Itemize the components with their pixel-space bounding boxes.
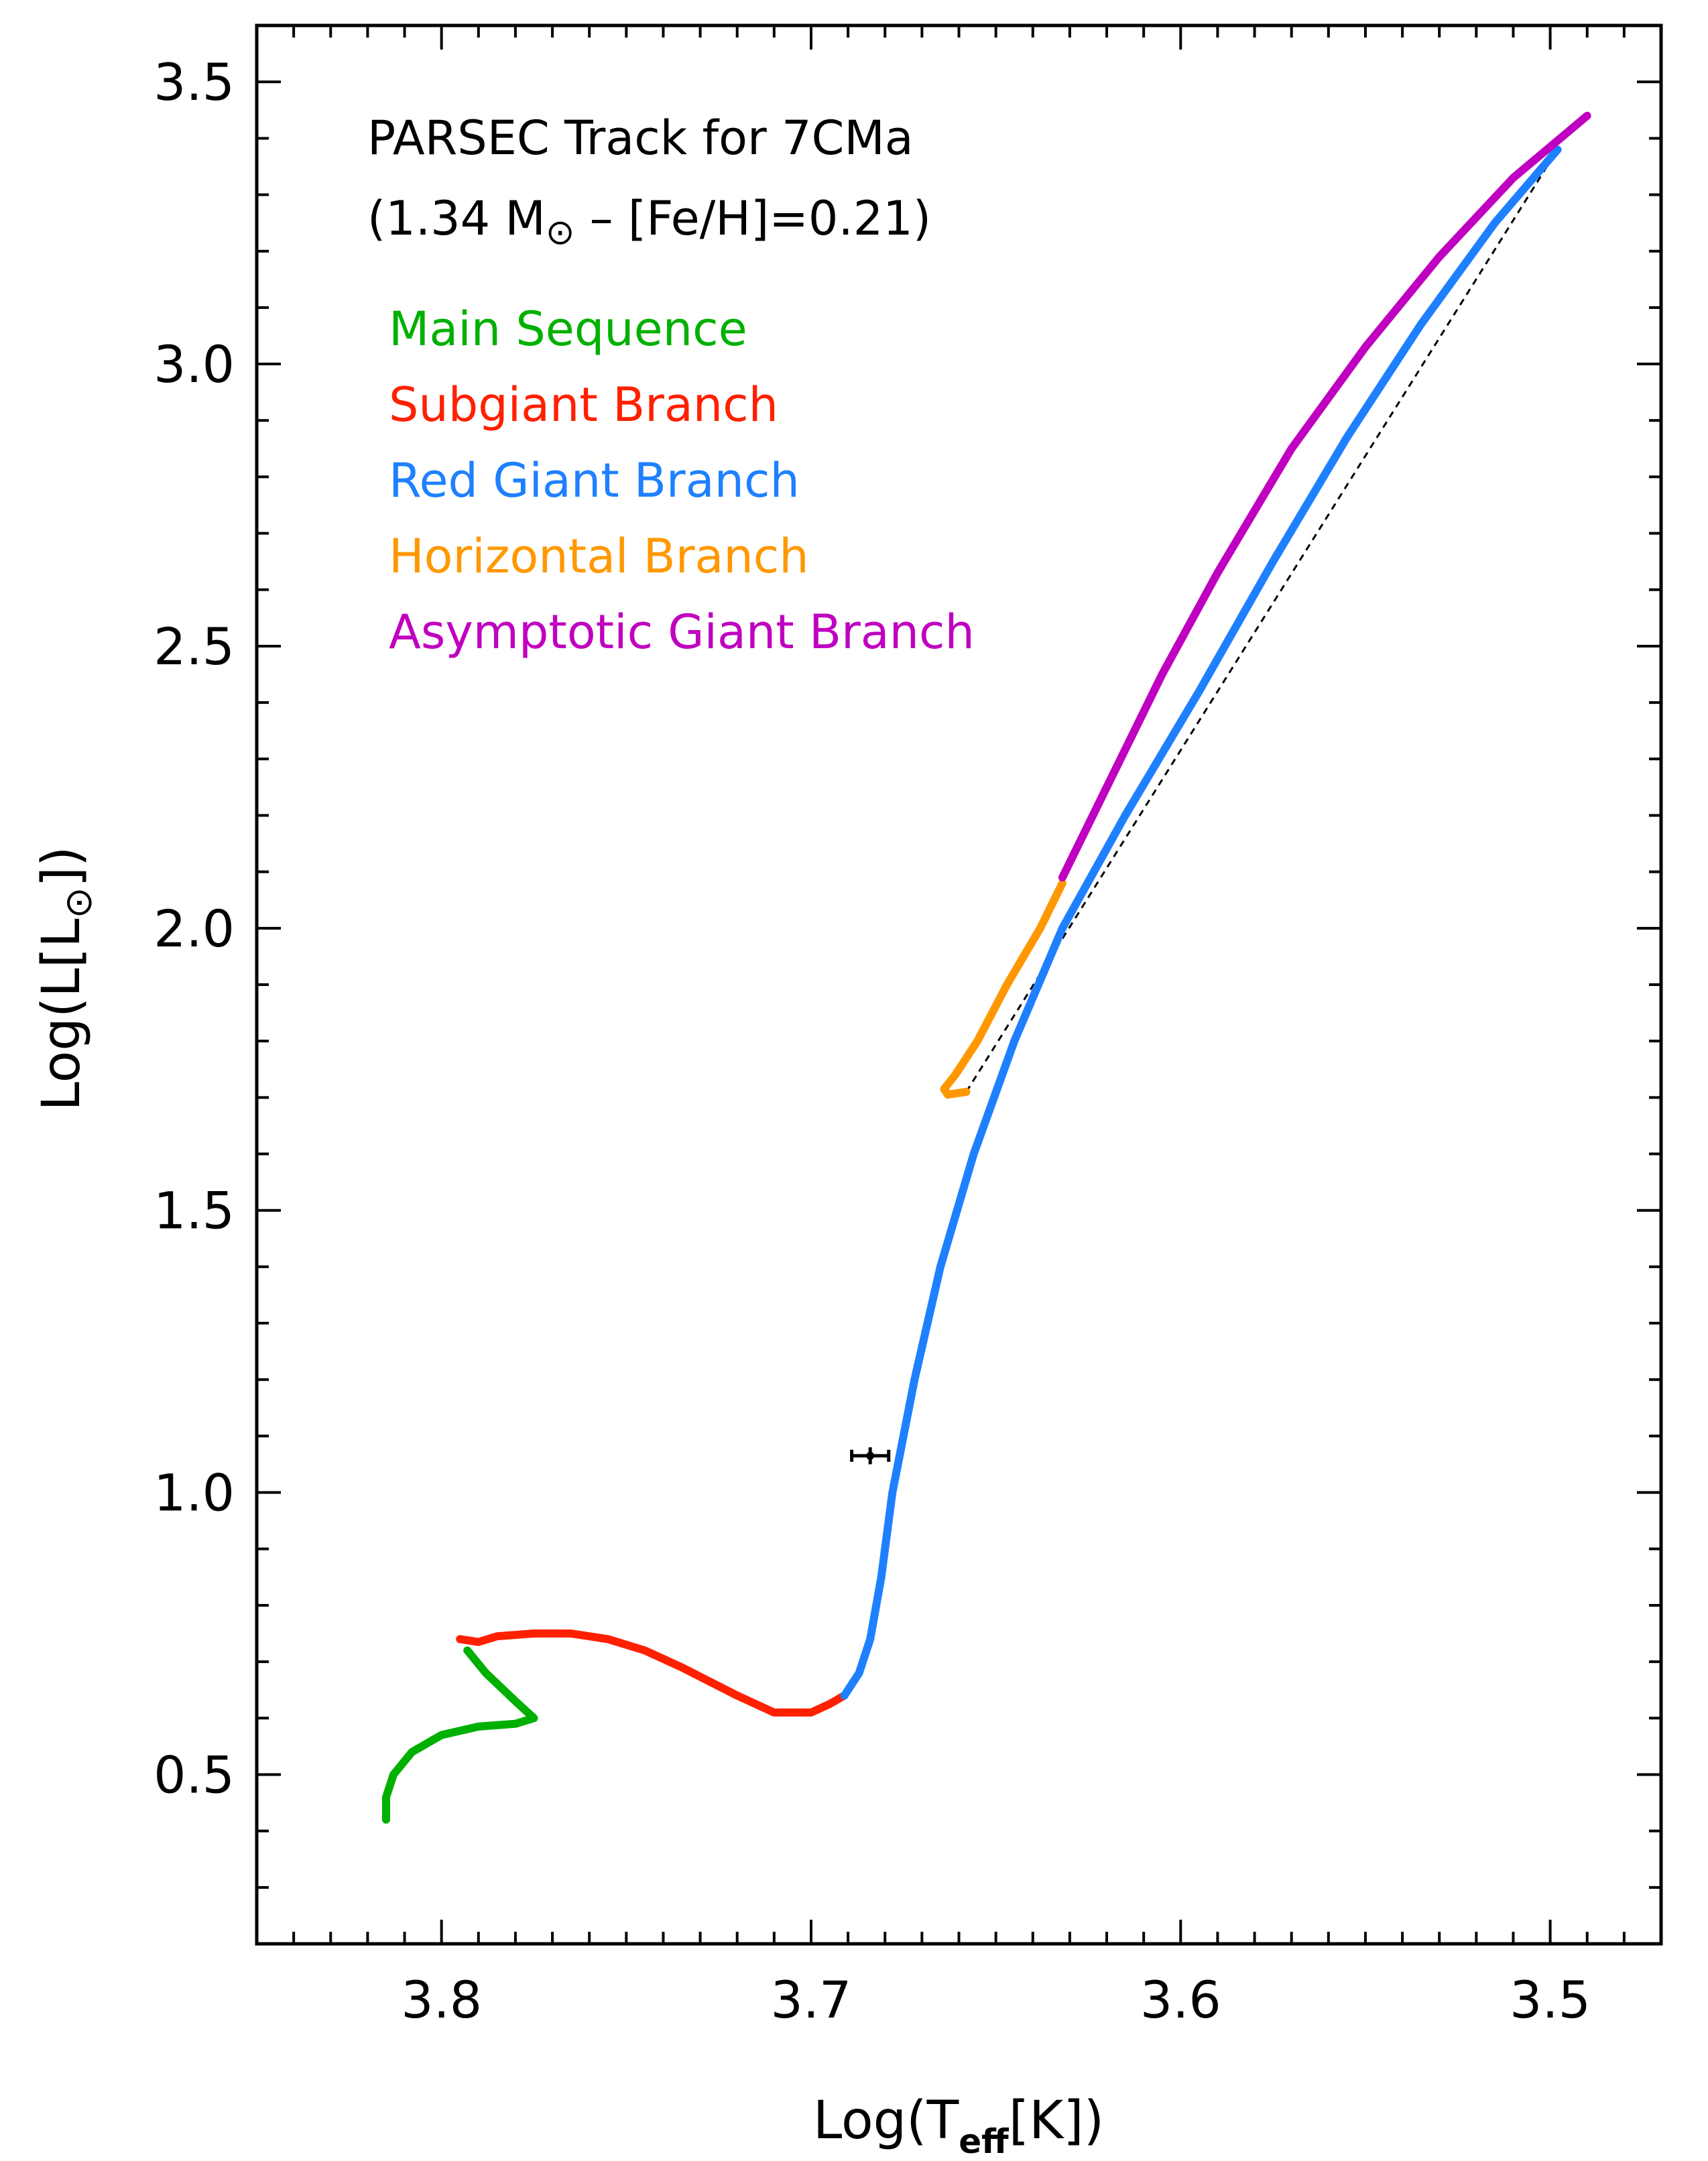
legend-label-horizontal-branch: Horizontal Branch (389, 529, 809, 584)
y-tick-label: 3.0 (154, 334, 235, 394)
series-line-asymptotic-giant-branch (1058, 111, 1591, 882)
series-line-subgiant-branch (456, 1629, 849, 1717)
xlabel-prefix: Log(T (813, 2091, 959, 2151)
observed-star-point (866, 1451, 875, 1460)
series-layer (382, 111, 1591, 1824)
chart-title: PARSEC Track for 7CMa (367, 111, 914, 166)
legend-label-asymptotic-giant-branch: Asymptotic Giant Branch (389, 605, 975, 660)
series-line-red-giant-branch (840, 145, 1562, 1700)
x-tick-label: 3.5 (1510, 1970, 1591, 2030)
xlabel-suffix: [K]) (1009, 2091, 1104, 2151)
x-tick-label: 3.7 (771, 1970, 852, 2030)
subtitle-prefix: (1.34 M (367, 191, 546, 246)
sun-symbol-ylabel: ⊙ (57, 887, 101, 918)
ylabel-suffix: ]) (32, 847, 92, 887)
legend: Main Sequence Subgiant Branch Red Giant Br… (389, 302, 975, 660)
ylabel-prefix: Log(L[L (32, 918, 92, 1111)
x-tick-label: 3.8 (401, 1970, 482, 2030)
x-axis-title: Log(Teff[K]) (813, 2091, 1104, 2161)
y-tick-label: 1.5 (154, 1181, 235, 1241)
y-axis-title: Log(L[L⊙]) (32, 847, 101, 1111)
observation-layer (850, 1447, 891, 1465)
plot-frame (255, 23, 1663, 1946)
sun-symbol-subtitle: ⊙ (546, 212, 575, 253)
series-line-horizontal-branch (940, 879, 1066, 1099)
major-ticks (257, 25, 1661, 1944)
legend-label-subgiant-branch: Subgiant Branch (389, 377, 778, 432)
y-tick-label: 2.5 (154, 617, 235, 676)
legend-label-red-giant-branch: Red Giant Branch (389, 453, 800, 508)
legend-label-main-sequence: Main Sequence (389, 302, 747, 357)
minor-ticks (257, 25, 1662, 1944)
subtitle-suffix: – [Fe/H]=0.21) (574, 191, 931, 246)
y-tick-label: 1.0 (154, 1463, 235, 1523)
x-tick-labels: 3.8 3.7 3.6 3.5 (401, 1970, 1591, 2030)
xlabel-subscript: eff (959, 2122, 1009, 2161)
dashed-connector-line (965, 149, 1559, 1093)
series-line-main-sequence (382, 1646, 538, 1824)
y-tick-label: 3.5 (154, 52, 235, 112)
x-tick-label: 3.6 (1140, 1970, 1221, 2030)
y-tick-labels: 0.5 1.0 1.5 2.0 2.5 3.0 3.5 (154, 52, 235, 1804)
y-tick-label: 2.0 (154, 899, 235, 959)
chart-subtitle: (1.34 M⊙ – [Fe/H]=0.21) (367, 191, 931, 253)
y-tick-label: 0.5 (154, 1745, 235, 1804)
